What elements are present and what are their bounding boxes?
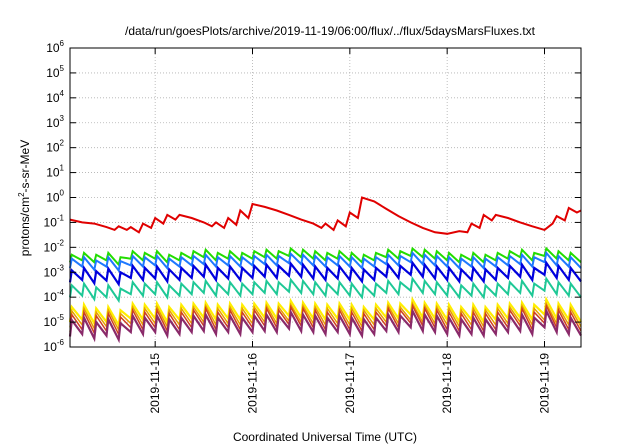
y-tick-label: 104 xyxy=(46,89,64,105)
y-axis-label-sup: 2 xyxy=(17,192,26,197)
y-tick-label: 101 xyxy=(46,164,64,180)
y-tick-label: 10-3 xyxy=(44,263,65,279)
y-tick-label: 102 xyxy=(46,139,64,155)
series-line-1 xyxy=(69,196,582,235)
series-line-9 xyxy=(68,307,582,344)
x-tick-label: 2019-11-17 xyxy=(343,353,357,414)
y-tick-label: 105 xyxy=(46,64,64,80)
series-line-2 xyxy=(69,246,582,267)
x-axis: 2019-11-15 2019-11-16 2019-11-17 2019-11-18… xyxy=(148,48,552,414)
series-line-5 xyxy=(69,276,582,304)
x-tick-label: 2019-11-18 xyxy=(440,353,454,414)
series-line-3 xyxy=(69,250,582,273)
x-axis-label: Coordinated Universal Time (UTC) xyxy=(233,430,417,444)
y-tick-label: 103 xyxy=(46,114,64,130)
series-layer xyxy=(68,196,582,344)
y-tick-label: 10-4 xyxy=(44,288,65,304)
y-tick-label: 10-2 xyxy=(44,238,65,254)
x-tick-label: 2019-11-19 xyxy=(538,353,552,414)
y-tick-label: 106 xyxy=(46,39,64,55)
y-tick-label: 100 xyxy=(46,189,64,205)
x-tick-label: 2019-11-16 xyxy=(246,353,260,414)
grid-lines xyxy=(70,48,581,347)
y-tick-label: 10-6 xyxy=(44,338,65,354)
series-line-4 xyxy=(68,259,582,288)
y-axis-label-rest: -s-sr-MeV xyxy=(18,140,32,193)
y-axis-label: protons/cm2-s-sr-MeV xyxy=(17,140,32,256)
x-tick-label: 2019-11-15 xyxy=(148,353,162,414)
y-tick-label: 10-1 xyxy=(44,213,65,229)
y-tick-label: 10-5 xyxy=(44,313,65,329)
y-axis: 10-6 10-5 10-4 10-3 10-2 10-1 100 101 102 103 104 1… xyxy=(44,39,581,354)
chart-title: /data/run/goesPlots/archive/2019-11-19/0… xyxy=(125,24,536,38)
y-axis-label-base: protons/cm xyxy=(18,197,32,256)
